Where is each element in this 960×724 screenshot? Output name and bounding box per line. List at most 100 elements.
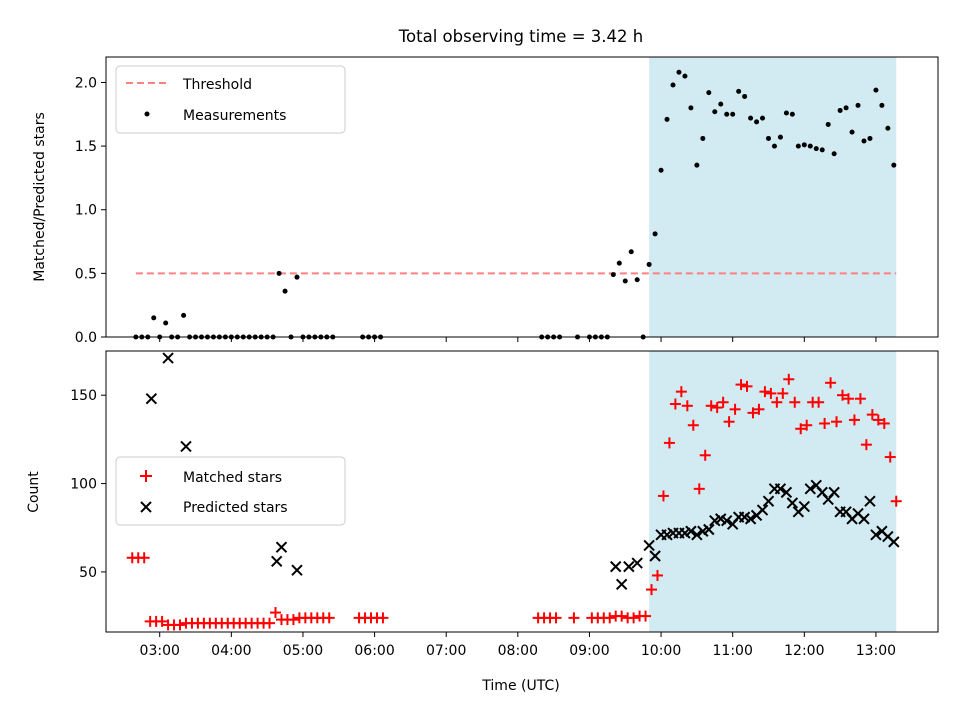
matched-marker — [771, 396, 783, 408]
bottom-y-ticks: 50 100 150 — [70, 388, 106, 581]
measurement-point — [801, 142, 807, 148]
matched-marker — [872, 414, 884, 426]
predicted-marker — [685, 525, 697, 537]
x-tick-label: 09:00 — [569, 643, 609, 659]
top-plot-frame — [105, 56, 939, 338]
y-tick-label: 1.0 — [75, 203, 97, 219]
x-tick-label: 06:00 — [354, 643, 394, 659]
predicted-marker — [631, 557, 643, 569]
predicted-marker — [162, 352, 174, 364]
y-tick-label: 150 — [70, 388, 97, 404]
measurement-point — [628, 249, 634, 255]
matched-marker — [323, 612, 335, 624]
measurement-point — [795, 143, 801, 149]
matched-marker — [890, 495, 902, 507]
legend-predicted-label: Predicted stars — [183, 500, 288, 516]
matched-marker — [747, 407, 759, 419]
measurement-point — [652, 231, 658, 237]
measurement-point — [873, 87, 879, 93]
bottom-plot-frame — [105, 350, 939, 633]
matched-marker — [699, 449, 711, 461]
bottom-y-axis-label: Count — [26, 471, 42, 513]
matched-marker — [717, 396, 729, 408]
x-tick-label: 04:00 — [211, 643, 251, 659]
matched-marker — [759, 386, 771, 398]
matched-marker — [646, 584, 658, 596]
matched-marker — [669, 398, 681, 410]
measurement-point — [712, 109, 718, 115]
matched-marker — [765, 387, 777, 399]
matched-marker — [693, 483, 705, 495]
matched-marker — [628, 612, 640, 624]
legend-matched-label: Matched stars — [183, 470, 282, 486]
matched-marker — [777, 387, 789, 399]
predicted-marker — [828, 486, 840, 499]
measurement-point — [819, 147, 825, 153]
matched-markers — [126, 373, 902, 631]
matched-marker — [640, 610, 652, 622]
measurement-point — [813, 146, 819, 152]
matched-marker — [741, 380, 753, 392]
measurement-point — [736, 88, 742, 94]
matched-marker — [789, 396, 801, 408]
y-tick-label: 1.5 — [75, 139, 97, 155]
predicted-marker — [615, 578, 628, 590]
measurement-point — [676, 69, 682, 75]
measurement-point — [294, 274, 300, 280]
predicted-marker — [643, 539, 655, 552]
measurement-point — [622, 278, 628, 284]
measurement-point — [610, 272, 616, 278]
measurement-point — [754, 119, 760, 125]
measurement-point — [777, 134, 783, 140]
matched-marker — [568, 612, 580, 624]
matched-marker — [795, 423, 807, 435]
measurement-point — [843, 105, 849, 111]
predicted-marker — [180, 440, 192, 453]
predicted-marker — [858, 513, 870, 525]
matched-marker — [842, 393, 854, 405]
measurement-point — [855, 102, 861, 108]
legend-predicted-swatch — [140, 501, 152, 513]
matched-marker — [377, 612, 389, 624]
matched-marker — [735, 379, 747, 391]
measurement-point — [849, 129, 855, 135]
predicted-marker — [609, 560, 622, 573]
measurement-point — [742, 93, 748, 99]
measurement-point — [748, 115, 754, 121]
x-tick-label: 08:00 — [498, 643, 538, 659]
x-tick-label: 13:00 — [856, 643, 896, 659]
observing-window-shade — [649, 57, 897, 337]
measurement-point — [861, 138, 867, 144]
measurement-point — [670, 82, 676, 88]
legend-matched-swatch — [140, 470, 152, 482]
measurement-point — [789, 111, 795, 117]
y-tick-label: 0.5 — [75, 266, 97, 282]
measurement-point — [730, 111, 736, 117]
measurement-point — [879, 102, 885, 108]
matched-marker — [705, 400, 717, 412]
matched-marker — [831, 416, 843, 428]
predicted-marker — [804, 483, 816, 495]
matched-marker — [174, 619, 186, 631]
predicted-marker — [721, 514, 733, 527]
predicted-marker — [888, 536, 900, 548]
matched-marker — [711, 402, 723, 414]
matched-marker — [837, 389, 849, 401]
x-tick-label: 03:00 — [140, 643, 180, 659]
x-tick-label: 10:00 — [641, 643, 681, 659]
y-tick-label: 50 — [79, 565, 97, 581]
matched-marker — [860, 439, 872, 451]
measurement-point — [765, 135, 771, 141]
y-tick-label: 0.0 — [75, 330, 97, 346]
predicted-marker — [145, 393, 158, 405]
top-y-ticks: 0.0 0.5 1.0 1.5 2.0 — [75, 75, 106, 346]
measurement-point — [771, 143, 777, 149]
matched-marker — [723, 416, 735, 428]
predicted-marker — [275, 541, 288, 553]
predicted-marker — [762, 495, 775, 507]
measurement-point — [807, 143, 813, 149]
matched-marker — [783, 373, 795, 385]
measurement-point — [837, 107, 843, 113]
